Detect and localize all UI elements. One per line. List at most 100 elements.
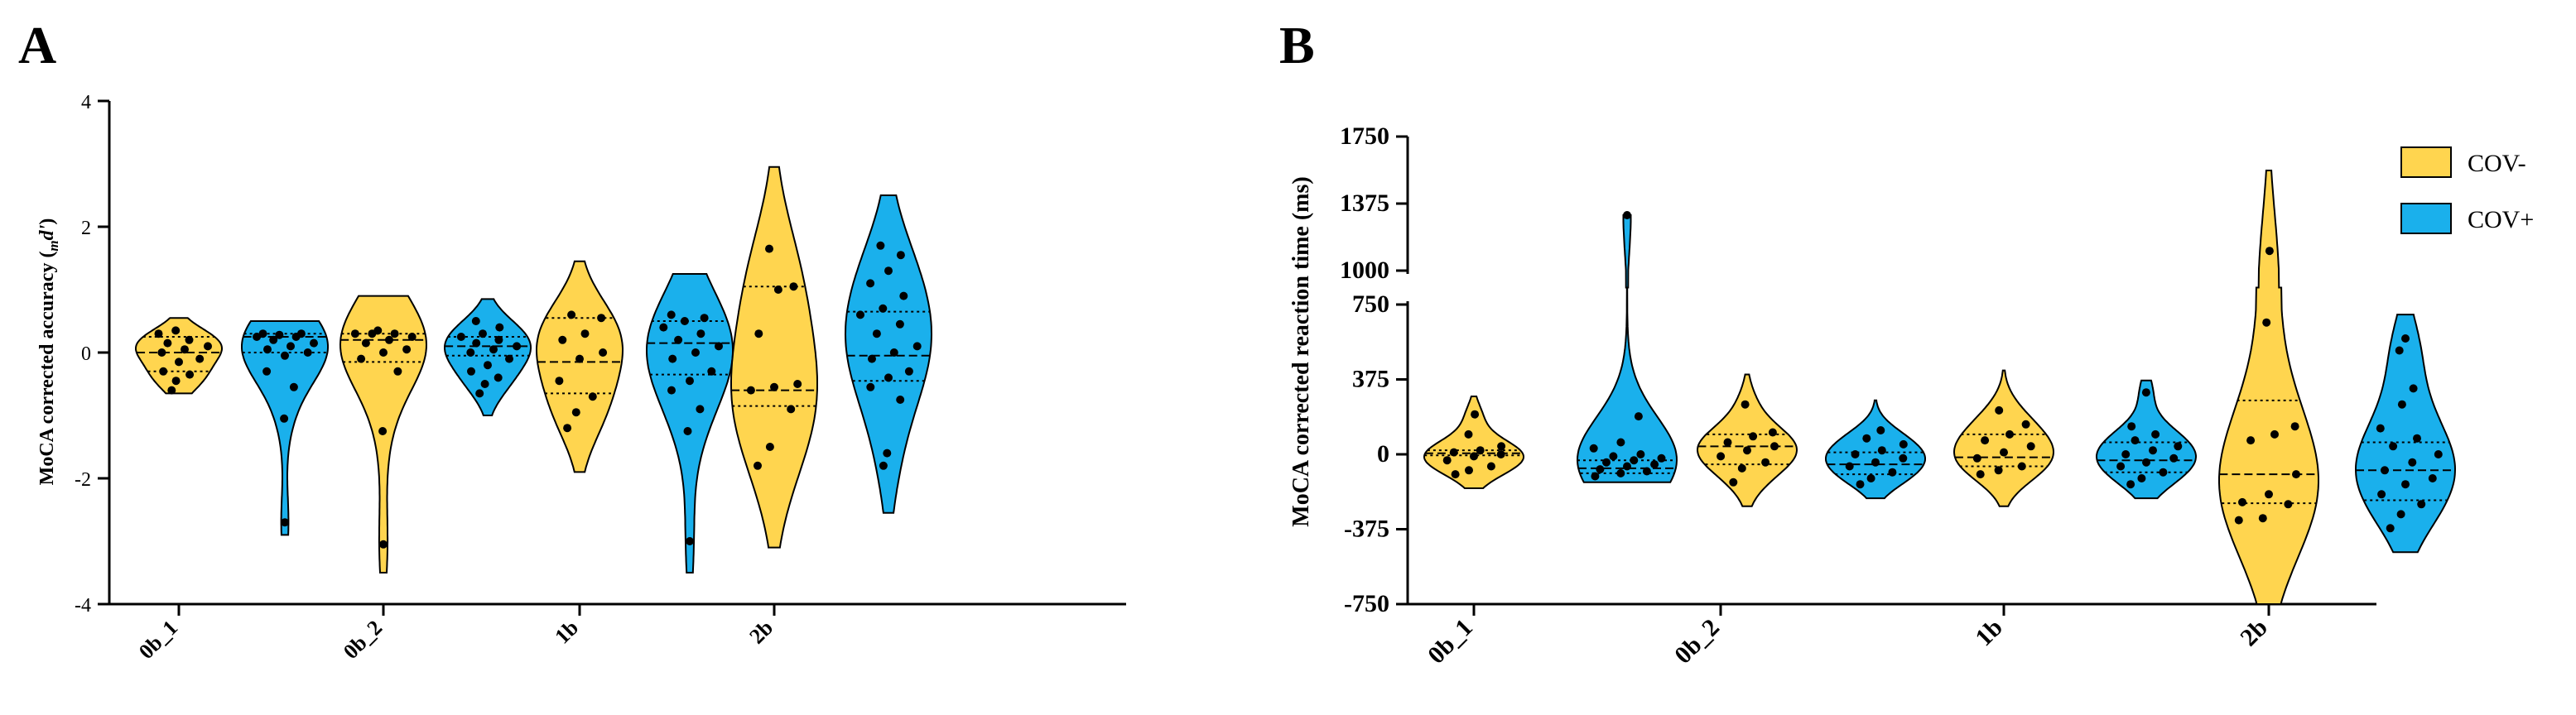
data-point: [2265, 247, 2274, 256]
data-point: [494, 335, 503, 344]
data-point: [1476, 446, 1485, 455]
data-point: [310, 338, 318, 348]
y-tick-label: 1000: [1340, 257, 1389, 284]
data-point: [1743, 446, 1751, 455]
data-point: [1591, 472, 1600, 481]
y-tick-label: 4: [81, 92, 91, 113]
data-point: [597, 314, 606, 323]
data-point: [1609, 452, 1618, 461]
data-point: [889, 348, 898, 357]
data-point: [883, 449, 892, 458]
data-point: [1749, 432, 1758, 441]
data-point: [262, 367, 272, 376]
data-point: [770, 382, 778, 391]
data-point: [754, 329, 763, 338]
violin-0b_1-COV-: [1423, 396, 1524, 489]
data-point: [856, 310, 864, 319]
data-point: [895, 319, 904, 329]
violin-2b-COV+: [844, 194, 933, 514]
data-point: [2265, 490, 2273, 499]
data-point: [1623, 211, 1631, 219]
data-point: [1741, 400, 1750, 409]
y-tick-label: 0: [81, 343, 91, 365]
data-point: [185, 335, 194, 344]
data-point: [1451, 470, 1460, 479]
data-point: [789, 282, 798, 291]
data-point: [1761, 458, 1770, 467]
data-point: [912, 342, 922, 351]
violin-0b_2-COV-: [1696, 373, 1798, 507]
y-tick-label: 750: [1352, 290, 1389, 318]
data-point: [765, 443, 774, 451]
data-point: [1899, 439, 1908, 449]
data-point: [686, 377, 694, 386]
data-point: [2270, 429, 2279, 439]
data-point: [1596, 465, 1605, 474]
data-point: [2408, 458, 2417, 467]
data-point: [683, 427, 692, 435]
data-point: [896, 251, 905, 260]
y-tick-label: -2: [75, 469, 91, 491]
y-tick-label: -375: [1344, 516, 1389, 543]
data-point: [489, 345, 498, 354]
data-point: [2169, 453, 2179, 463]
data-point: [1496, 450, 1505, 458]
data-point: [1729, 477, 1738, 487]
data-point: [378, 427, 388, 435]
data-point: [1465, 466, 1473, 475]
data-point: [884, 373, 893, 382]
data-point: [563, 424, 572, 433]
data-point: [269, 335, 278, 344]
data-point: [1981, 436, 1990, 445]
data-point: [1723, 438, 1732, 447]
data-point: [475, 389, 484, 398]
data-point: [558, 335, 567, 344]
data-point: [2238, 497, 2246, 506]
data-point: [1470, 452, 1478, 461]
y-tick-label: 0: [1377, 440, 1389, 468]
data-point: [1442, 456, 1452, 465]
data-point: [1876, 426, 1885, 434]
violin-2b-COV-: [2218, 170, 2319, 605]
data-point: [599, 348, 608, 357]
data-point: [674, 335, 683, 344]
data-point: [1602, 458, 1611, 467]
x-tick-label: 0b_2: [1669, 614, 1725, 669]
data-point: [754, 461, 762, 470]
data-point: [2149, 446, 2157, 455]
data-point: [171, 326, 181, 335]
data-point: [253, 333, 262, 341]
data-point: [555, 377, 564, 386]
data-point: [1871, 458, 1880, 467]
data-point: [2386, 524, 2395, 533]
data-point: [1888, 468, 1897, 477]
data-point: [1856, 480, 1865, 489]
data-point: [513, 342, 522, 351]
data-point: [686, 537, 694, 545]
y-axis-label-a: MoCA corrected accuracy (md'): [36, 218, 61, 486]
data-point: [263, 345, 272, 354]
data-point: [2127, 422, 2136, 431]
data-point: [1650, 460, 1659, 469]
data-point: [2005, 429, 2014, 439]
data-point: [1866, 474, 1875, 482]
data-point: [773, 286, 782, 294]
data-point: [1464, 429, 1473, 439]
data-point: [1486, 462, 1495, 471]
y-tick-label: -4: [75, 595, 91, 617]
data-point: [2131, 436, 2140, 445]
data-point: [2159, 468, 2168, 477]
data-point: [1630, 456, 1639, 465]
violin-2b-COV+: [2354, 314, 2457, 554]
data-point: [479, 329, 487, 338]
violin-0b_2-COV+: [444, 298, 532, 416]
data-point: [467, 367, 475, 376]
legend-label-cov-pos: COV+: [2468, 206, 2534, 233]
data-point: [2142, 458, 2150, 467]
data-point: [2389, 442, 2398, 451]
data-point: [390, 329, 399, 338]
data-point: [163, 338, 172, 348]
data-point: [2417, 500, 2426, 509]
data-point: [379, 348, 388, 357]
data-point: [1768, 428, 1777, 437]
